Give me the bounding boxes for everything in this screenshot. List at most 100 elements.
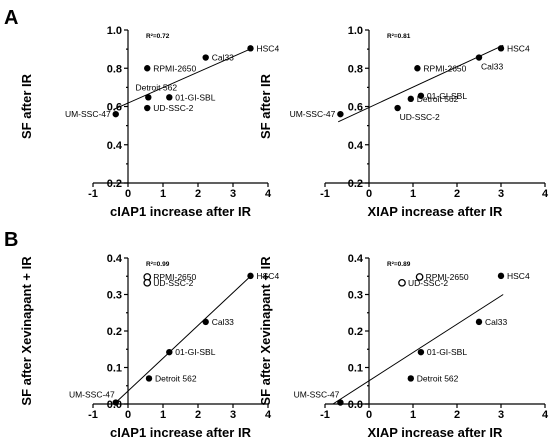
x-tick-label: 1 xyxy=(410,409,416,421)
data-point xyxy=(398,278,406,287)
point-label: Detroit 562 xyxy=(417,94,459,104)
data-point xyxy=(414,65,421,72)
data-point xyxy=(475,318,483,326)
data-point xyxy=(143,278,152,287)
y-axis-title: SF after IR xyxy=(19,73,34,139)
y-axis-title: SF after Xevinapant + IR xyxy=(258,256,273,406)
chart-4: -1 0 1 2 3 4 0.0 0.1 0.2 0.3 0.4 XIAP increase afte… xyxy=(258,253,549,440)
point-label: UD-SSC-2 xyxy=(400,112,440,122)
data-point xyxy=(497,45,505,52)
y-tick-label: 0.1 xyxy=(348,363,363,375)
data-point xyxy=(417,348,425,356)
point-label: UM-SSC-47 xyxy=(65,109,111,119)
x-tick-label: 3 xyxy=(230,188,236,200)
regression-line xyxy=(332,294,504,405)
x-axis-title: cIAP1 increase after IR xyxy=(110,425,252,440)
r-squared-annotation: R²=0.81 xyxy=(387,33,411,40)
point-label: 01-GI-SBL xyxy=(427,91,467,101)
y-tick-label: 0.1 xyxy=(107,363,122,375)
x-tick-label: 2 xyxy=(454,409,460,421)
point-label: HSC4 xyxy=(507,43,530,53)
x-tick-label: 2 xyxy=(195,409,201,421)
chart-1: -1 0 1 2 3 4 0.2 0.4 0.6 0.8 1.0 cIAP1 increase aft… xyxy=(19,25,279,219)
y-tick-label: 0.3 xyxy=(107,290,122,302)
data-point xyxy=(112,399,119,406)
point-label: 01-GI-SBL xyxy=(427,347,467,357)
point-label: Detroit 562 xyxy=(136,82,178,92)
point-label: Cal33 xyxy=(212,317,234,327)
x-tick-label: -1 xyxy=(88,409,98,421)
data-point xyxy=(417,92,425,99)
y-tick-label: 0.4 xyxy=(348,140,364,152)
y-tick-label: 0.6 xyxy=(348,102,363,114)
point-label: Cal33 xyxy=(481,62,503,72)
point-label: UD-SSC-2 xyxy=(153,278,193,288)
regression-line xyxy=(115,275,251,403)
data-point xyxy=(202,318,209,326)
x-tick-label: 2 xyxy=(195,188,201,200)
data-point xyxy=(166,348,173,356)
point-label: UM-SSC-47 xyxy=(294,390,340,400)
x-axis-title: XIAP increase after IR xyxy=(368,425,503,440)
data-point xyxy=(144,65,151,72)
x-tick-label: 3 xyxy=(498,188,504,200)
x-tick-label: 3 xyxy=(498,409,504,421)
chart-2: -1 0 1 2 3 4 0.2 0.4 0.6 0.8 1.0 XIAP increase afte… xyxy=(258,25,549,219)
data-point xyxy=(475,54,483,61)
x-tick-label: 1 xyxy=(410,188,416,200)
y-tick-label: 0.0 xyxy=(348,399,363,411)
y-tick-label: 0.8 xyxy=(107,63,122,75)
panel-label-a: A xyxy=(4,7,18,29)
data-point xyxy=(337,399,344,406)
data-point xyxy=(407,375,414,382)
x-tick-label: -1 xyxy=(320,409,330,421)
x-tick-label: 3 xyxy=(230,409,236,421)
x-tick-label: 4 xyxy=(265,188,272,200)
y-tick-label: 1.0 xyxy=(348,25,363,37)
y-tick-label: 0.4 xyxy=(107,253,123,265)
y-tick-label: 0.6 xyxy=(107,102,122,114)
x-tick-label: 1 xyxy=(160,188,166,200)
point-label: RPMI-2650 xyxy=(153,272,196,282)
x-tick-label: 1 xyxy=(160,409,166,421)
data-point xyxy=(145,94,152,101)
x-tick-label: 0 xyxy=(125,188,131,200)
data-point xyxy=(247,272,254,280)
y-tick-label: 0.4 xyxy=(348,253,364,265)
panel-label-b: B xyxy=(4,229,18,251)
point-label: UM-SSC-47 xyxy=(290,109,336,119)
r-squared-annotation: R²=0.99 xyxy=(146,261,170,268)
x-tick-label: 4 xyxy=(542,409,549,421)
data-point xyxy=(145,375,153,382)
y-tick-label: 0.2 xyxy=(348,326,363,338)
x-tick-label: 2 xyxy=(454,188,460,200)
y-tick-label: 0.4 xyxy=(107,140,123,152)
y-tick-label: 0.8 xyxy=(348,63,363,75)
y-tick-label: 0.2 xyxy=(107,326,122,338)
y-tick-label: 0.2 xyxy=(348,178,363,190)
data-point xyxy=(497,272,505,280)
point-label: Detroit 562 xyxy=(417,373,459,383)
y-axis-title: SF after Xevinapant + IR xyxy=(19,256,34,406)
x-tick-label: 0 xyxy=(125,409,131,421)
point-label: Detroit 562 xyxy=(155,373,197,383)
point-label: UD-SSC-2 xyxy=(408,278,448,288)
x-axis-title: cIAP1 increase after IR xyxy=(110,204,252,219)
point-label: HSC4 xyxy=(257,271,280,281)
data-point xyxy=(166,94,173,101)
point-label: HSC4 xyxy=(257,43,280,53)
y-tick-label: 0.3 xyxy=(348,290,363,302)
regression-line xyxy=(337,44,504,123)
data-point xyxy=(407,95,414,103)
x-axis-title: XIAP increase after IR xyxy=(368,204,503,219)
data-point xyxy=(112,110,119,118)
x-tick-label: 0 xyxy=(366,409,372,421)
point-label: RPMI-2650 xyxy=(423,63,466,73)
data-point xyxy=(144,104,151,112)
x-tick-label: 4 xyxy=(542,188,549,200)
point-label: UM-SSC-47 xyxy=(69,390,115,400)
r-squared-annotation: R²=0.72 xyxy=(146,33,170,40)
point-label: HSC4 xyxy=(507,271,530,281)
